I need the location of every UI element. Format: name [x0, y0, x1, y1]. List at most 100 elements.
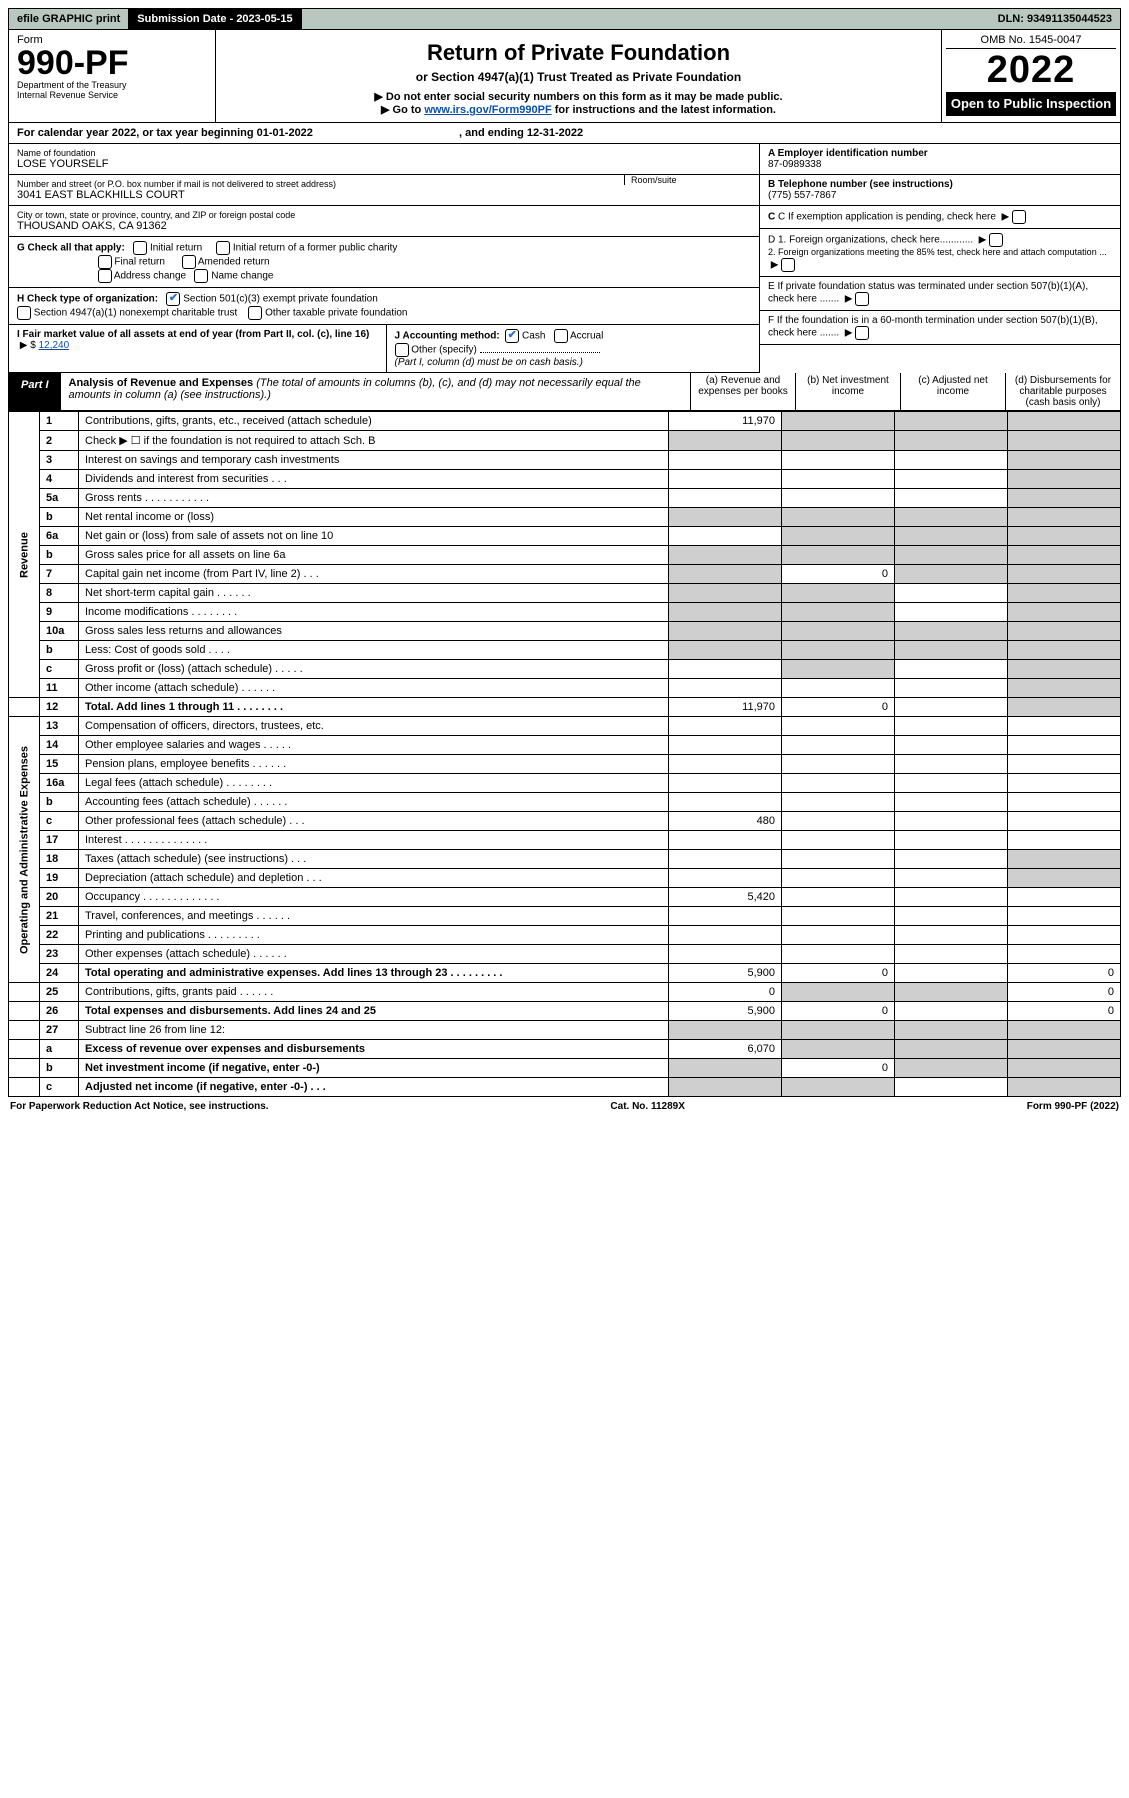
line-8-desc: Net short-term capital gain . . . . . . [79, 584, 669, 603]
footer-right: Form 990-PF (2022) [1027, 1101, 1119, 1112]
line-2-desc: Check ▶ ☐ if the foundation is not requi… [79, 431, 669, 451]
line-9-desc: Income modifications . . . . . . . . [79, 603, 669, 622]
d1-label: D 1. Foreign organizations, check here..… [768, 235, 973, 246]
h-label: H Check type of organization: [17, 294, 158, 305]
checkbox-other-method[interactable] [395, 343, 409, 357]
line-20-a: 5,420 [669, 888, 782, 907]
table-row: 8Net short-term capital gain . . . . . . [9, 584, 1121, 603]
checkbox-name-change[interactable] [194, 269, 208, 283]
line-15-desc: Pension plans, employee benefits . . . .… [79, 755, 669, 774]
checkbox-initial-former[interactable] [216, 241, 230, 255]
checkbox-other-taxable[interactable] [248, 306, 262, 320]
table-row: 27Subtract line 26 from line 12: [9, 1021, 1121, 1040]
line-26-desc: Total expenses and disbursements. Add li… [85, 1005, 376, 1017]
checkbox-amended[interactable] [182, 255, 196, 269]
col-d-header: (d) Disbursements for charitable purpose… [1005, 373, 1120, 410]
opt-initial-return: Initial return [150, 243, 202, 254]
table-row: 25Contributions, gifts, grants paid . . … [9, 983, 1121, 1002]
opt-other-method: Other (specify) [411, 345, 477, 356]
line-16a-desc: Legal fees (attach schedule) . . . . . .… [79, 774, 669, 793]
table-row: aExcess of revenue over expenses and dis… [9, 1040, 1121, 1059]
opt-final-return: Final return [114, 257, 165, 268]
checkbox-cash[interactable]: ✔ [505, 329, 519, 343]
line-27c-desc: Adjusted net income (if negative, enter … [85, 1081, 326, 1093]
line-10c-desc: Gross profit or (loss) (attach schedule)… [79, 660, 669, 679]
checkbox-d1[interactable] [989, 233, 1003, 247]
line-20-desc: Occupancy . . . . . . . . . . . . . [79, 888, 669, 907]
page-footer: For Paperwork Reduction Act Notice, see … [8, 1097, 1121, 1116]
f-label: F If the foundation is in a 60-month ter… [768, 315, 1098, 339]
line-6a-desc: Net gain or (loss) from sale of assets n… [79, 527, 669, 546]
checkbox-address-change[interactable] [98, 269, 112, 283]
line-12-desc: Total. Add lines 1 through 11 . . . . . … [85, 701, 283, 713]
line-27a-a: 6,070 [669, 1040, 782, 1059]
table-row: 20Occupancy . . . . . . . . . . . . .5,4… [9, 888, 1121, 907]
e-label: E If private foundation status was termi… [768, 281, 1088, 305]
expenses-label: Operating and Administrative Expenses [9, 717, 40, 983]
city-label: City or town, state or province, country… [17, 210, 751, 220]
address-value: 3041 EAST BLACKHILLS COURT [17, 189, 612, 201]
checkbox-initial-return[interactable] [133, 241, 147, 255]
checkbox-accrual[interactable] [554, 329, 568, 343]
line-24-desc: Total operating and administrative expen… [85, 967, 502, 979]
table-row: 4Dividends and interest from securities … [9, 470, 1121, 489]
j-note: (Part I, column (d) must be on cash basi… [395, 357, 583, 368]
line-16c-a: 480 [669, 812, 782, 831]
opt-501c3: Section 501(c)(3) exempt private foundat… [183, 294, 378, 305]
line-22-desc: Printing and publications . . . . . . . … [79, 926, 669, 945]
table-row: 17Interest . . . . . . . . . . . . . . [9, 831, 1121, 850]
line-24-b: 0 [782, 964, 895, 983]
ein-label: A Employer identification number [768, 148, 928, 159]
line-27-desc: Subtract line 26 from line 12: [79, 1021, 669, 1040]
line-12-b: 0 [782, 698, 895, 717]
city-value: THOUSAND OAKS, CA 91362 [17, 220, 751, 232]
top-bar: efile GRAPHIC print Submission Date - 20… [8, 8, 1121, 30]
opt-address-change: Address change [114, 271, 186, 282]
identification-block: Name of foundation LOSE YOURSELF Number … [8, 144, 1121, 373]
line-7-b: 0 [782, 565, 895, 584]
fmv-value[interactable]: 12,240 [39, 340, 70, 351]
line-25-a: 0 [669, 983, 782, 1002]
checkbox-d2[interactable] [781, 258, 795, 272]
line-4-desc: Dividends and interest from securities .… [79, 470, 669, 489]
checkbox-4947[interactable] [17, 306, 31, 320]
table-row: 18Taxes (attach schedule) (see instructi… [9, 850, 1121, 869]
checkbox-c[interactable] [1012, 210, 1026, 224]
line-10a-desc: Gross sales less returns and allowances [79, 622, 669, 641]
dln: DLN: 93491135044523 [990, 9, 1120, 29]
instructions-link[interactable]: www.irs.gov/Form990PF [424, 104, 551, 116]
table-row: 19Depreciation (attach schedule) and dep… [9, 869, 1121, 888]
part-1-tab: Part I [9, 373, 61, 410]
opt-accrual: Accrual [570, 331, 603, 342]
table-row: bNet investment income (if negative, ent… [9, 1059, 1121, 1078]
omb-number: OMB No. 1545-0047 [946, 34, 1116, 49]
checkbox-f[interactable] [855, 326, 869, 340]
table-row: 6aNet gain or (loss) from sale of assets… [9, 527, 1121, 546]
line-3-desc: Interest on savings and temporary cash i… [79, 451, 669, 470]
cal-begin: For calendar year 2022, or tax year begi… [17, 127, 313, 139]
line-16c-desc: Other professional fees (attach schedule… [79, 812, 669, 831]
table-row: Revenue 1 Contributions, gifts, grants, … [9, 412, 1121, 431]
table-row: cAdjusted net income (if negative, enter… [9, 1078, 1121, 1097]
line-27a-desc: Excess of revenue over expenses and disb… [85, 1043, 365, 1055]
j-label: J Accounting method: [395, 331, 500, 342]
instruction-1: ▶ Do not enter social security numbers o… [226, 90, 931, 103]
opt-initial-former: Initial return of a former public charit… [233, 243, 398, 254]
efile-label: efile GRAPHIC print [9, 9, 129, 29]
line-21-desc: Travel, conferences, and meetings . . . … [79, 907, 669, 926]
line-24-d: 0 [1008, 964, 1121, 983]
room-label: Room/suite [631, 175, 751, 185]
table-row: 10aGross sales less returns and allowanc… [9, 622, 1121, 641]
checkbox-501c3[interactable]: ✔ [166, 292, 180, 306]
form-title: Return of Private Foundation [226, 40, 931, 66]
checkbox-e[interactable] [855, 292, 869, 306]
checkbox-final-return[interactable] [98, 255, 112, 269]
part-1-header: Part I Analysis of Revenue and Expenses … [8, 373, 1121, 411]
cal-end: , and ending 12-31-2022 [459, 127, 583, 139]
table-row: 23Other expenses (attach schedule) . . .… [9, 945, 1121, 964]
phone-label: B Telephone number (see instructions) [768, 179, 953, 190]
calendar-year-row: For calendar year 2022, or tax year begi… [8, 123, 1121, 144]
line-13-desc: Compensation of officers, directors, tru… [79, 717, 669, 736]
address-label: Number and street (or P.O. box number if… [17, 179, 612, 189]
line-16b-desc: Accounting fees (attach schedule) . . . … [79, 793, 669, 812]
